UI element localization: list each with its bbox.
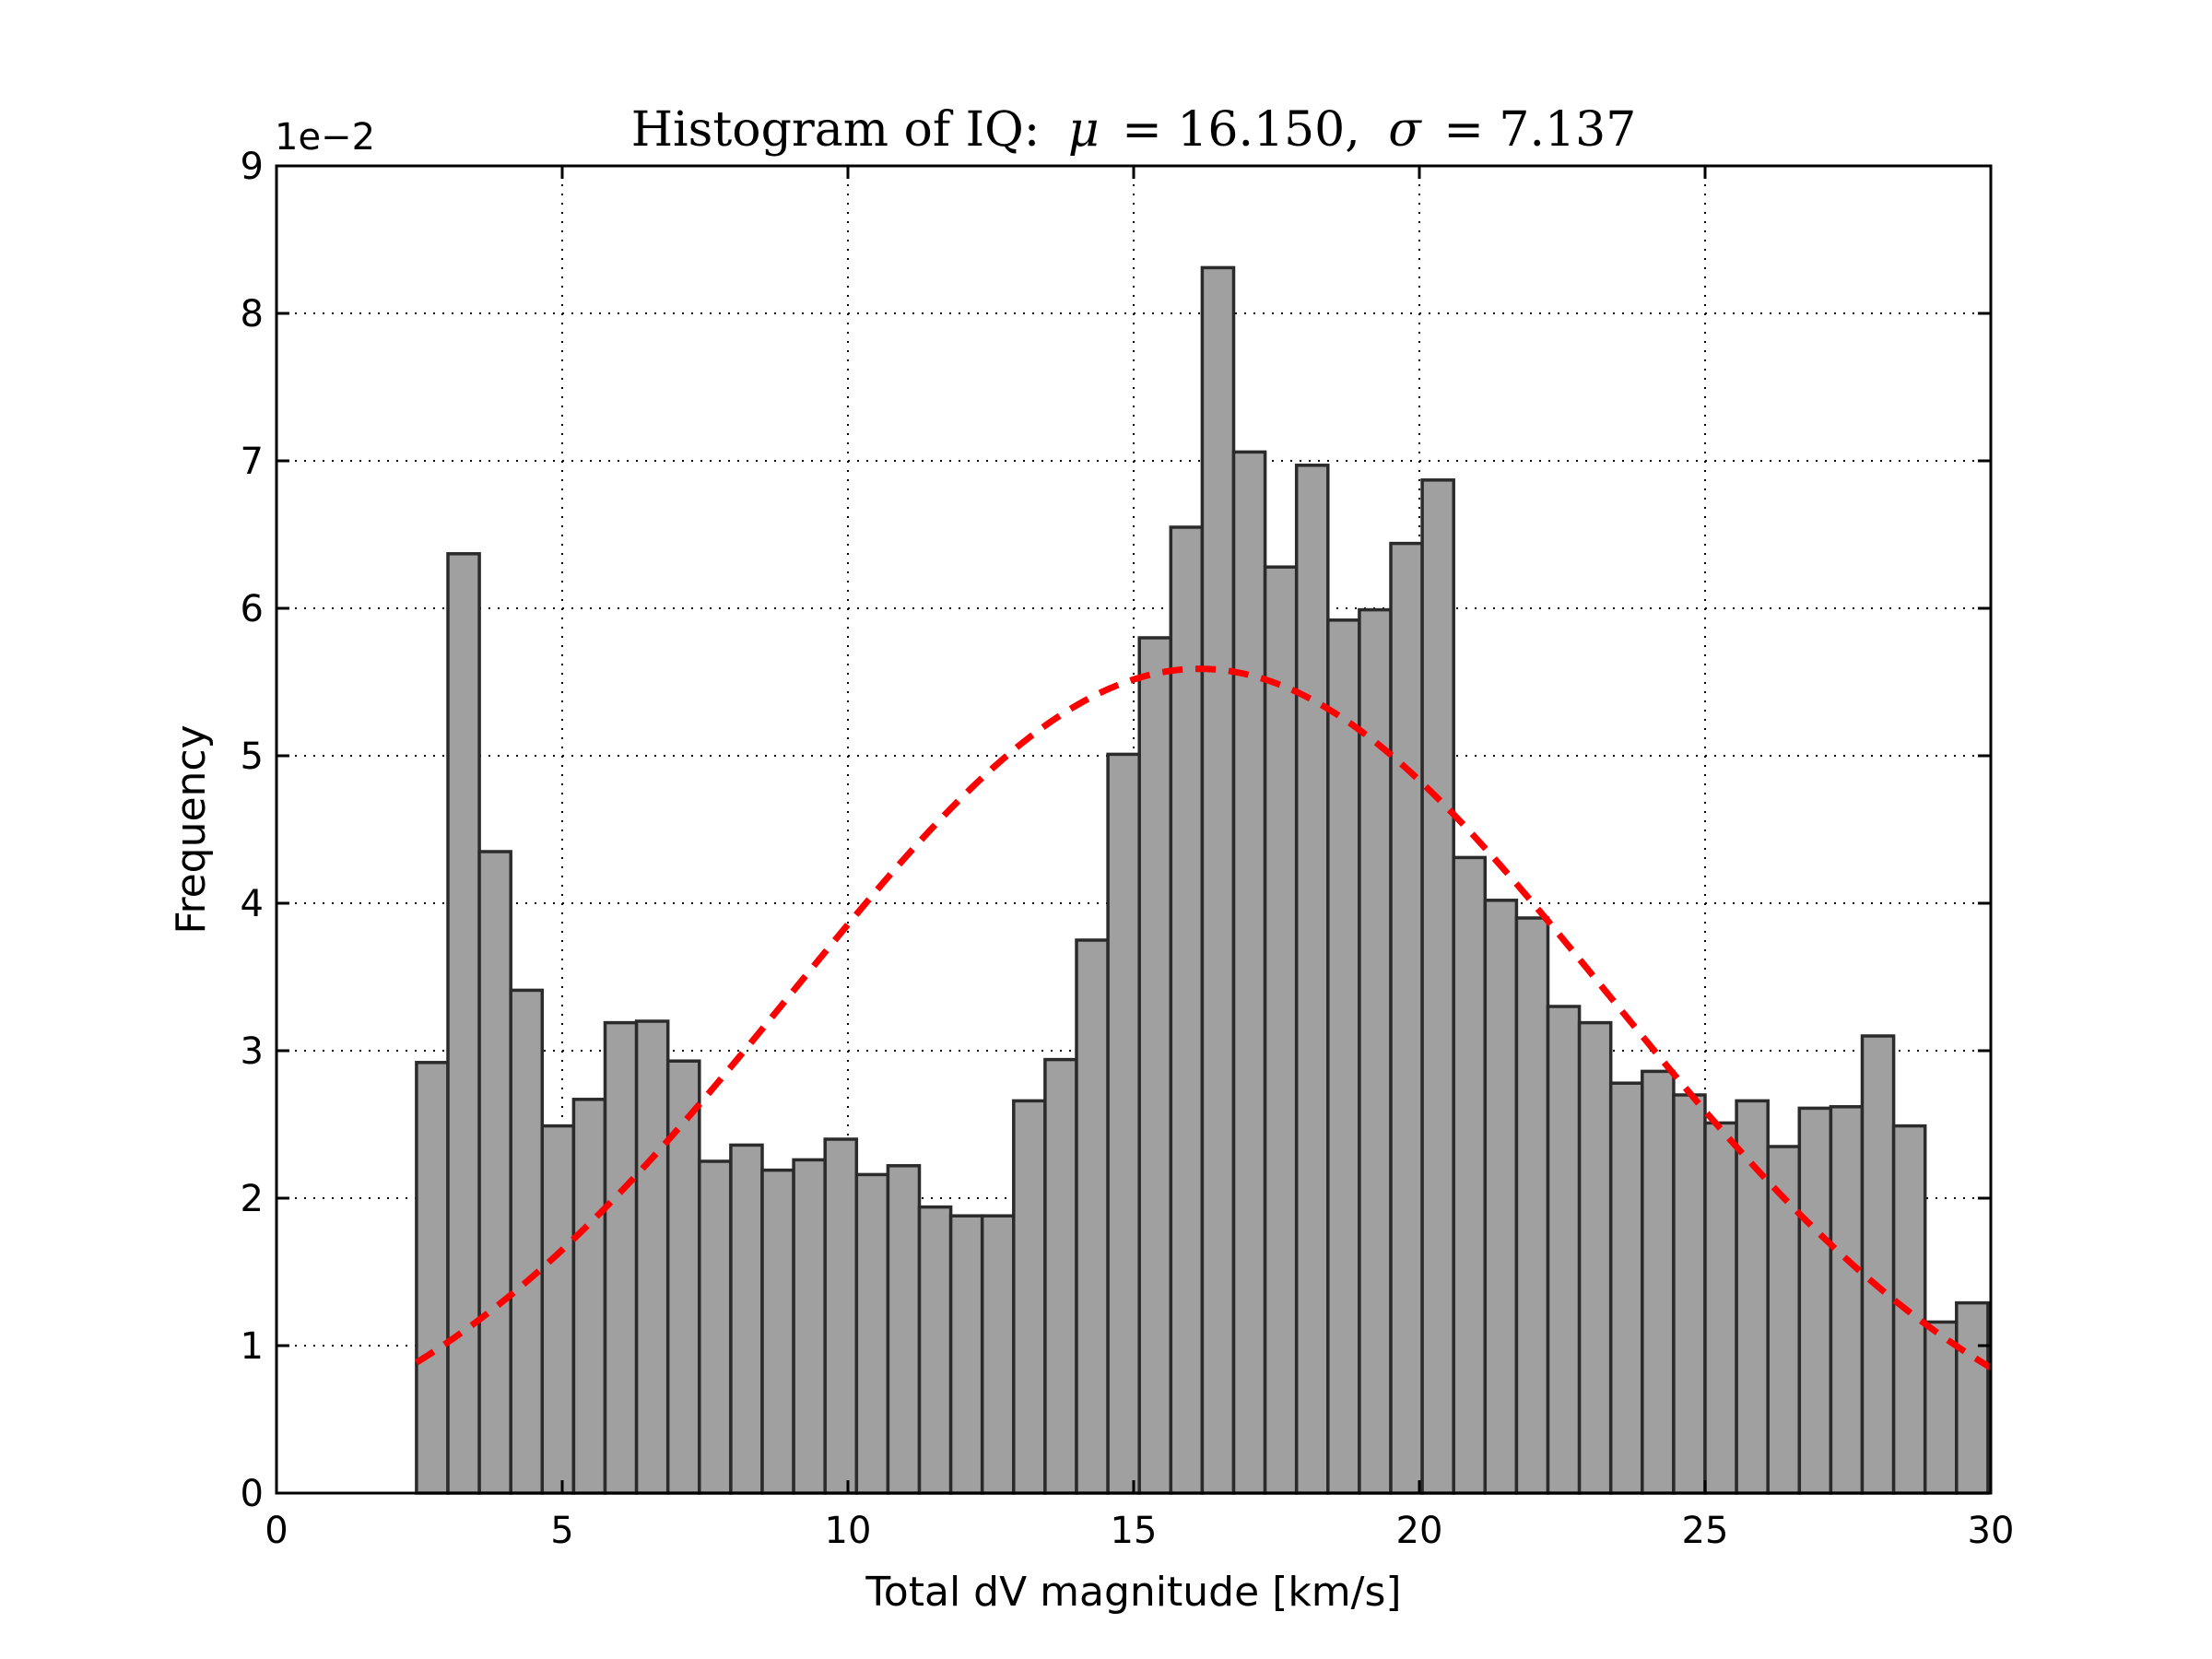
histogram-bar bbox=[1294, 464, 1330, 1495]
x-tick-label: 10 bbox=[825, 1510, 872, 1552]
histogram-bar bbox=[1483, 899, 1519, 1495]
histogram-bar bbox=[1358, 607, 1393, 1495]
histogram-bar bbox=[729, 1143, 764, 1495]
histogram-bar bbox=[854, 1172, 890, 1495]
y-tick-label: 8 bbox=[241, 293, 264, 335]
histogram-bar bbox=[603, 1020, 639, 1495]
histogram-bar bbox=[1231, 450, 1267, 1495]
histogram-bar bbox=[1608, 1081, 1644, 1495]
x-axis-label: Total dV magnitude [km/s] bbox=[865, 1569, 1401, 1616]
x-axis-ticks: 0 5 10 15 20 25 30 bbox=[265, 166, 2014, 1552]
histogram-bar bbox=[1200, 265, 1236, 1495]
histogram-bar bbox=[415, 1061, 450, 1495]
histogram-bar bbox=[1420, 478, 1455, 1495]
histogram-bar bbox=[1546, 1005, 1582, 1495]
y-axis-ticks: 0 1 2 3 4 5 6 7 8 9 bbox=[241, 146, 1991, 1515]
y-tick-label: 7 bbox=[241, 441, 264, 483]
histogram-bar bbox=[1641, 1069, 1676, 1495]
histogram-bar bbox=[1735, 1099, 1770, 1495]
y-tick-label: 4 bbox=[241, 883, 264, 925]
x-tick-label: 5 bbox=[550, 1510, 573, 1552]
histogram-bars bbox=[415, 265, 1990, 1495]
y-tick-label: 6 bbox=[241, 588, 264, 630]
histogram-bar bbox=[634, 1019, 670, 1495]
y-tick-label: 5 bbox=[241, 735, 264, 778]
title-mu-value: = 16.150, bbox=[1122, 102, 1360, 158]
histogram-bar bbox=[1672, 1093, 1707, 1495]
histogram-bar bbox=[509, 988, 545, 1495]
histogram-bar bbox=[1012, 1099, 1047, 1495]
histogram-bar bbox=[980, 1214, 1016, 1495]
title-sigma-value: = 7.137 bbox=[1443, 102, 1636, 158]
y-tick-label: 2 bbox=[241, 1178, 264, 1220]
x-tick-label: 20 bbox=[1396, 1510, 1443, 1552]
histogram-bar bbox=[1137, 636, 1173, 1495]
histogram-bar bbox=[1797, 1106, 1833, 1495]
histogram-bar bbox=[1106, 752, 1141, 1495]
histogram-bar bbox=[917, 1205, 953, 1495]
x-tick-label: 30 bbox=[1968, 1510, 2015, 1552]
x-tick-label: 15 bbox=[1111, 1510, 1158, 1552]
histogram-bar bbox=[571, 1098, 607, 1495]
histogram-bar bbox=[1514, 916, 1550, 1495]
histogram-bar bbox=[1955, 1300, 1990, 1495]
histogram-bar bbox=[886, 1164, 922, 1495]
histogram-bar bbox=[1326, 618, 1361, 1495]
y-tick-label: 3 bbox=[241, 1030, 264, 1073]
histogram-bar bbox=[540, 1124, 576, 1495]
x-tick-label: 25 bbox=[1682, 1510, 1729, 1552]
histogram-bar bbox=[760, 1168, 795, 1495]
histogram-bar bbox=[792, 1158, 827, 1495]
histogram-bar bbox=[1389, 541, 1424, 1495]
histogram-bar bbox=[1452, 855, 1488, 1495]
histogram-bar bbox=[698, 1159, 733, 1495]
title-prefix: Histogram of IQ: bbox=[631, 102, 1041, 158]
y-offset-label: 1e−2 bbox=[275, 116, 375, 159]
histogram-bar bbox=[477, 850, 512, 1495]
fit-line bbox=[415, 665, 1993, 1371]
chart-title: Histogram of IQ: μ = 16.150, σ = 7.137 bbox=[631, 102, 1637, 158]
title-sigma-symbol: σ bbox=[1388, 102, 1422, 158]
x-tick-label: 0 bbox=[265, 1510, 288, 1552]
histogram-bar bbox=[1043, 1057, 1078, 1495]
normal-fit-curve bbox=[415, 665, 1993, 1371]
histogram-bar bbox=[948, 1214, 984, 1495]
histogram-bar bbox=[1075, 938, 1110, 1495]
y-tick-label: 1 bbox=[241, 1325, 264, 1368]
y-axis-label: Frequency bbox=[168, 724, 215, 934]
histogram-bar bbox=[1860, 1034, 1896, 1495]
histogram-bar bbox=[446, 552, 481, 1495]
y-tick-label: 0 bbox=[241, 1473, 264, 1515]
histogram-bar bbox=[823, 1137, 859, 1495]
title-mu-symbol: μ bbox=[1068, 102, 1100, 158]
histogram-bar bbox=[1923, 1320, 1959, 1495]
histogram-bar bbox=[665, 1059, 701, 1495]
histogram-bar bbox=[1263, 565, 1299, 1495]
y-tick-label: 9 bbox=[241, 146, 264, 188]
histogram-bar bbox=[1577, 1020, 1613, 1495]
histogram-bar bbox=[1829, 1105, 1865, 1495]
histogram-bar bbox=[1703, 1121, 1738, 1495]
